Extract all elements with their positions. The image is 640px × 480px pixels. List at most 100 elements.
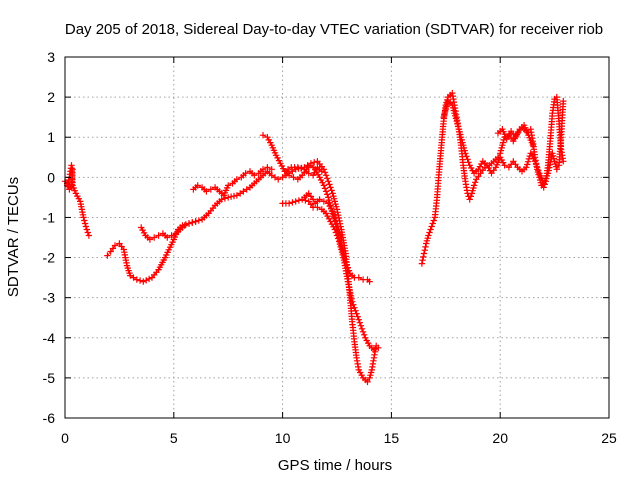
data-point <box>259 132 267 139</box>
data-point-sample <box>326 181 333 188</box>
data-point-sample <box>532 161 540 168</box>
data-point <box>357 322 365 329</box>
data-point <box>259 166 267 173</box>
data-point-sample <box>322 172 330 179</box>
data-point <box>83 226 90 233</box>
data-point-sample <box>334 223 342 230</box>
data-point-sample <box>81 217 88 224</box>
data-trace-seg-f <box>262 134 370 282</box>
data-point-sample <box>321 169 329 176</box>
data-point <box>309 196 317 203</box>
data-point-sample <box>82 223 90 230</box>
data-point-sample <box>428 223 435 230</box>
plot-frame <box>64 56 610 419</box>
data-point <box>218 196 225 203</box>
data-point-sample <box>284 166 292 173</box>
data-point <box>353 310 360 317</box>
data-point <box>318 168 325 175</box>
data-point <box>233 176 241 183</box>
data-point-sample <box>289 168 296 175</box>
data-point-sample <box>332 217 340 224</box>
data-point <box>104 252 111 259</box>
data-point <box>462 150 469 157</box>
data-point <box>544 170 552 177</box>
y-tick-label: 3 <box>47 49 55 65</box>
data-point-sample <box>420 253 427 261</box>
data-point <box>207 186 214 193</box>
data-point <box>364 378 371 386</box>
y-tick-label: -4 <box>43 330 56 346</box>
x-tick-label: 5 <box>170 430 178 446</box>
data-point <box>338 234 345 241</box>
data-point <box>133 276 140 283</box>
data-point <box>285 200 293 207</box>
data-point <box>242 170 249 177</box>
data-point-sample <box>335 225 342 233</box>
data-point <box>553 166 560 173</box>
data-point-sample <box>327 184 334 191</box>
data-point-sample <box>321 185 329 192</box>
chart-title: Day 205 of 2018, Sidereal Day-to-day VTE… <box>65 21 603 38</box>
data-point <box>181 222 188 229</box>
data-point-sample <box>295 197 303 204</box>
data-point-sample <box>359 328 367 335</box>
data-point-sample <box>331 214 338 221</box>
data-point <box>251 172 258 179</box>
data-point-sample <box>84 229 91 236</box>
data-point <box>85 232 93 239</box>
data-point-sample <box>524 158 532 165</box>
data-point-sample <box>356 319 363 326</box>
data-point-sample <box>230 192 238 200</box>
data-point-sample <box>465 159 472 166</box>
data-point <box>425 232 432 239</box>
data-point <box>355 274 362 281</box>
data-point <box>531 158 539 165</box>
y-axis-label: SDTVAR / TECUs <box>5 177 22 297</box>
data-point-sample <box>143 277 150 284</box>
data-point-sample <box>136 277 144 284</box>
data-point-sample <box>422 243 429 251</box>
data-point-sample <box>464 156 471 163</box>
data-point-sample <box>534 164 541 171</box>
data-point <box>316 196 323 203</box>
data-point <box>225 194 232 201</box>
data-point <box>80 214 87 221</box>
data-point-sample <box>353 357 361 364</box>
data-point <box>375 344 382 351</box>
data-point-sample <box>337 231 344 238</box>
data-point-sample <box>351 304 358 311</box>
y-tick-labels: -6 -5 -4 -3 -2 -1 0 1 2 3 <box>43 49 56 426</box>
data-point <box>420 250 428 257</box>
data-point-sample <box>189 219 196 226</box>
data-point-sample <box>333 232 341 239</box>
data-point <box>305 170 312 177</box>
y-tick-label: -5 <box>43 370 56 386</box>
data-point <box>192 218 199 225</box>
data-point-sample <box>419 257 426 264</box>
data-point <box>466 196 473 203</box>
data-point <box>366 278 373 285</box>
data-point <box>427 226 434 233</box>
data-point-sample <box>335 212 342 219</box>
data-point <box>349 298 356 305</box>
data-point <box>146 236 154 243</box>
data-point-sample <box>81 220 89 227</box>
data-point-sample <box>430 217 437 224</box>
data-point-sample <box>324 191 331 198</box>
data-point-sample <box>546 161 554 168</box>
data-point <box>325 178 332 185</box>
data-point <box>185 220 193 227</box>
data-point <box>69 166 76 173</box>
data-traces <box>64 92 564 383</box>
data-point-sample <box>195 217 202 224</box>
data-point-sample <box>463 153 470 160</box>
data-point-sample <box>361 331 368 338</box>
data-point <box>203 188 210 195</box>
data-point-sample <box>297 165 305 172</box>
data-point-sample <box>182 221 189 228</box>
data-point-sample <box>426 229 433 236</box>
y-tick-label: -6 <box>43 410 56 426</box>
data-point <box>529 142 536 149</box>
data-point <box>429 220 436 227</box>
data-point-sample <box>355 316 362 323</box>
